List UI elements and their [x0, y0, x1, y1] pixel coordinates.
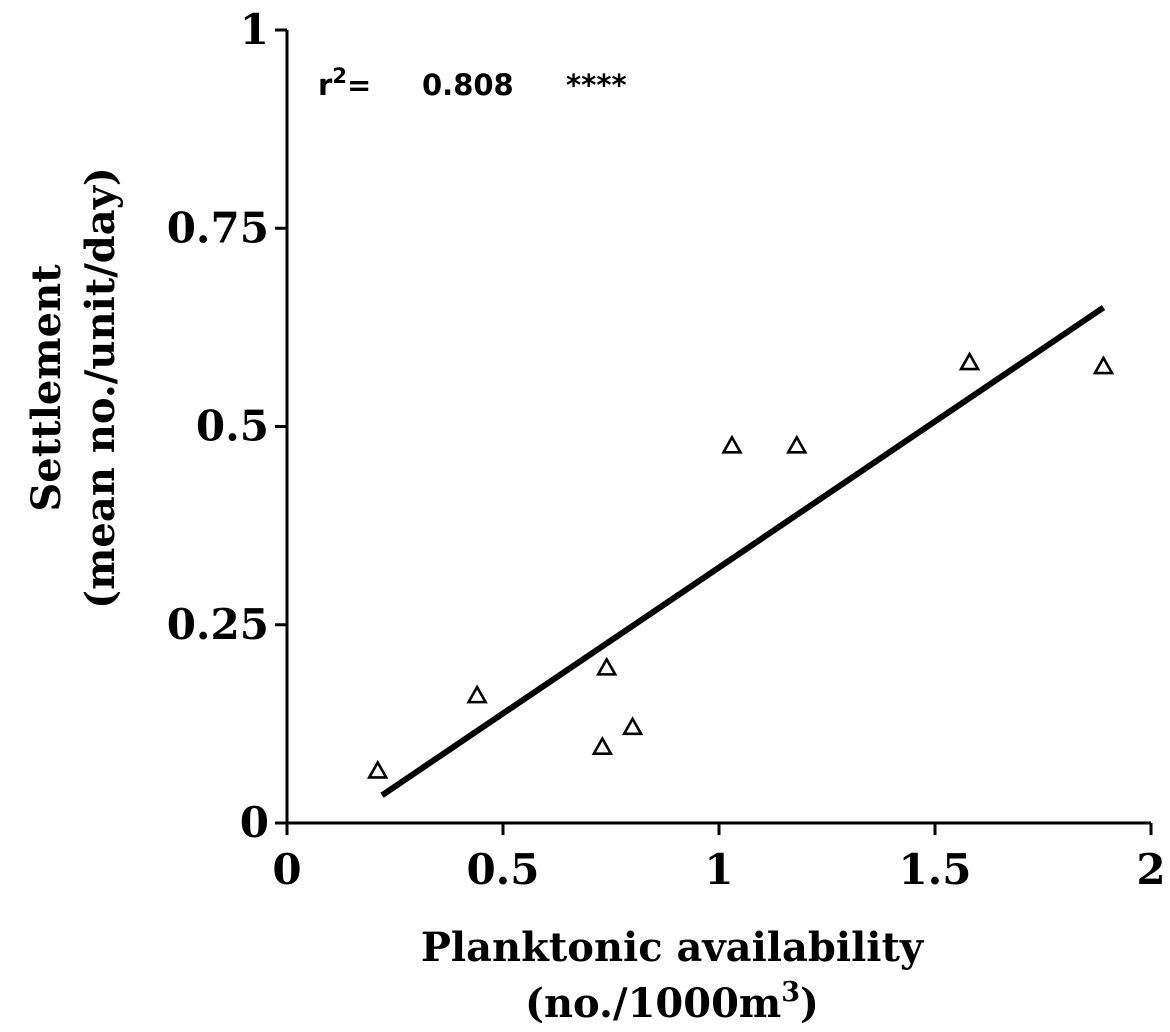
y-axis-units: (mean no./unit/day): [77, 167, 124, 609]
regression-line: [380, 305, 1106, 798]
r-squared-annotation: r2=: [318, 64, 371, 102]
significance-stars: ****: [566, 68, 627, 102]
data-point-triangle: [1092, 355, 1115, 375]
x-axis-title: Planktonic availability: [421, 924, 925, 971]
x-tick-label: 2: [1136, 845, 1165, 894]
data-point-triangle: [721, 434, 743, 454]
x-axis-units: (no./1000m3): [525, 977, 819, 1027]
y-tick-label: 0: [240, 798, 269, 847]
y-axis-title: Settlement: [23, 264, 70, 512]
y-tick-label: 0.25: [167, 600, 269, 649]
data-point-triangle: [786, 434, 808, 454]
r-squared-value: 0.808: [422, 68, 514, 102]
x-tick-label: 1.5: [898, 845, 971, 894]
data-marks: [366, 305, 1115, 798]
data-point-triangle: [621, 716, 644, 736]
data-point-triangle: [595, 656, 618, 676]
x-tick-label: 0: [272, 845, 301, 894]
ticks: 0 0.5 1 1.5 2 0 0.25 0.5 0.75 1: [167, 5, 1166, 894]
axes: [285, 30, 1151, 825]
data-point-triangle: [591, 736, 614, 755]
y-tick-label: 0.75: [167, 203, 269, 252]
data-point-triangle: [958, 351, 981, 371]
data-point-triangle: [466, 684, 488, 704]
y-tick-label: 0.5: [196, 402, 269, 451]
y-tick-label: 1: [240, 5, 269, 54]
data-point-triangle: [366, 759, 389, 779]
x-tick-label: 1: [704, 845, 733, 894]
x-tick-label: 0.5: [466, 845, 539, 894]
